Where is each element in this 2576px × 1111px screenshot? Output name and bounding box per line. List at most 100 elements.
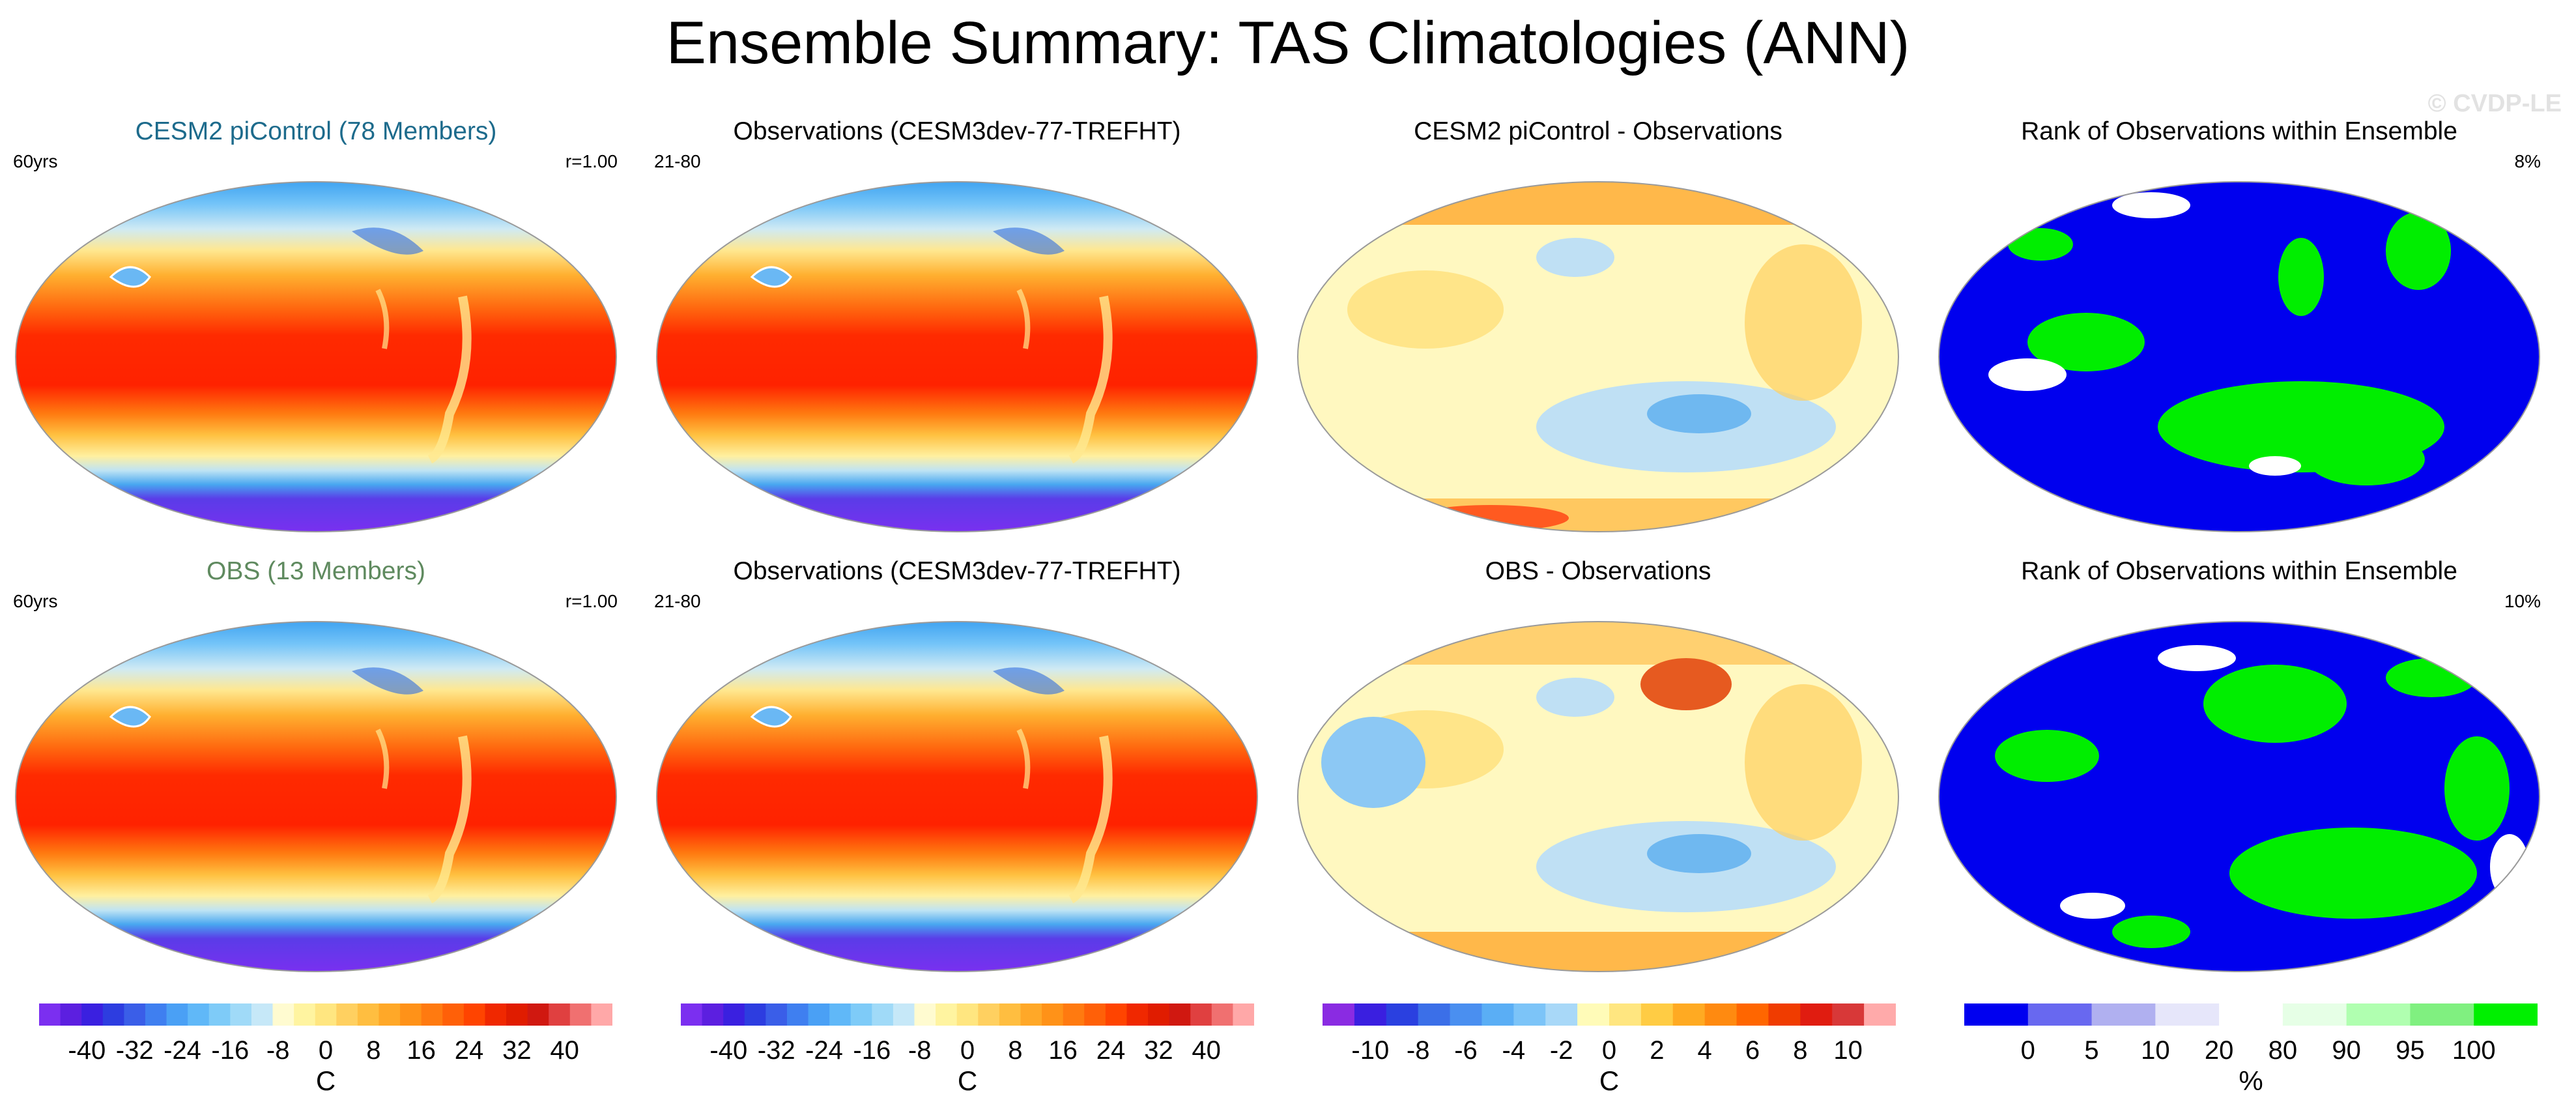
colorbar-swatch xyxy=(1020,1003,1042,1026)
colorbar-tick-label: 8 xyxy=(366,1036,380,1065)
map-panel-obs-difference: OBS - Observations xyxy=(1282,557,1914,974)
colorbar-swatch xyxy=(1418,1003,1451,1026)
colorbar-tick-label: 0 xyxy=(1602,1036,1616,1065)
colorbar-swatch xyxy=(723,1003,745,1026)
colorbar-swatch xyxy=(850,1003,872,1026)
panel-title: CESM2 piControl (78 Members) xyxy=(135,117,497,145)
colorbar-swatch xyxy=(485,1003,507,1026)
colorbar-swatch xyxy=(506,1003,528,1026)
panel-title: CESM2 piControl - Observations xyxy=(1414,117,1782,145)
colorbar-difference: -10 -8 -6 -4 -2 0 2 4 6 8 10 C xyxy=(1323,1003,1896,1111)
panel-right-label: 8% xyxy=(2514,151,2541,171)
colorbar-swatches: -40 -32 -24 -16 -8 0 8 16 24 32 40 xyxy=(681,1003,1254,1065)
map-panel-difference: CESM2 piControl - Observations xyxy=(1282,117,1914,534)
colorbar-swatch xyxy=(1481,1003,1514,1026)
colorbar-swatch xyxy=(1148,1003,1170,1026)
colorbar-swatch xyxy=(145,1003,167,1026)
colorbar-swatch xyxy=(1450,1003,1482,1026)
panel-left-label: 21-80 xyxy=(654,591,701,611)
colorbar-tick-label: -40 xyxy=(709,1036,747,1065)
colorbar-swatch xyxy=(1126,1003,1149,1026)
colorbar-swatch xyxy=(442,1003,465,1026)
colorbar-swatches: 0 5 10 20 80 90 95 100 xyxy=(1964,1003,2538,1065)
colorbar-temperature: -40 -32 -24 -16 -8 0 8 16 24 32 40 C xyxy=(39,1003,612,1111)
colorbar-tick-label: -16 xyxy=(211,1036,249,1065)
colorbar-tick-label: 8 xyxy=(1793,1036,1807,1065)
colorbar-swatch xyxy=(1545,1003,1578,1026)
colorbar-tick-label: 32 xyxy=(1144,1036,1173,1065)
global-map xyxy=(656,181,1258,532)
colorbar-swatch xyxy=(744,1003,766,1026)
colorbar-swatch xyxy=(2091,1003,2156,1026)
colorbar-swatch xyxy=(1800,1003,1833,1026)
colorbar-tick-label: 5 xyxy=(2084,1036,2098,1065)
colorbar-tick-label: -8 xyxy=(1407,1036,1430,1065)
colorbar-swatch xyxy=(999,1003,1021,1026)
colorbar-tick-label: -8 xyxy=(908,1036,932,1065)
colorbar-swatch xyxy=(1736,1003,1769,1026)
colorbar-swatch xyxy=(421,1003,443,1026)
colorbar-swatch xyxy=(230,1003,252,1026)
colorbar-tick-label: 6 xyxy=(1745,1036,1760,1065)
colorbar-swatch xyxy=(294,1003,316,1026)
colorbar-swatch xyxy=(872,1003,894,1026)
colorbar-tick-label: 24 xyxy=(1096,1036,1126,1065)
map-panel-cesm2-picontrol: CESM2 piControl (78 Members) 60yrs r=1.00 xyxy=(0,117,632,534)
colorbar-tick-label: -40 xyxy=(68,1036,106,1065)
colorbar-tick-label: 80 xyxy=(2268,1036,2298,1065)
colorbar-swatch xyxy=(102,1003,124,1026)
map-panel-observations-2: Observations (CESM3dev-77-TREFHT) 21-80 xyxy=(641,557,1273,974)
colorbar-swatch xyxy=(1323,1003,1355,1026)
colorbar-swatch xyxy=(2346,1003,2411,1026)
colorbar-tick-label: -6 xyxy=(1454,1036,1478,1065)
colorbar-swatch xyxy=(702,1003,724,1026)
colorbar-swatch xyxy=(379,1003,401,1026)
colorbar-tick-label: -4 xyxy=(1502,1036,1526,1065)
map-panel-observations: Observations (CESM3dev-77-TREFHT) 21-80 xyxy=(641,117,1273,534)
colorbar-tick-label: 2 xyxy=(1650,1036,1664,1065)
colorbar-tick-label: 10 xyxy=(2141,1036,2170,1065)
page-title: Ensemble Summary: TAS Climatologies (ANN… xyxy=(666,10,1910,76)
colorbar-swatch xyxy=(2282,1003,2347,1026)
colorbar-swatch xyxy=(786,1003,809,1026)
panel-left-label: 21-80 xyxy=(654,151,701,171)
map-panel-obs-ensemble: OBS (13 Members) 60yrs r=1.00 xyxy=(0,557,632,974)
global-map xyxy=(15,181,617,532)
colorbar-swatch xyxy=(1609,1003,1642,1026)
colorbar-swatch xyxy=(357,1003,379,1026)
panel-right-label: 10% xyxy=(2504,591,2541,611)
colorbar-tick-label: -2 xyxy=(1550,1036,1573,1065)
colorbar-tick-label: 95 xyxy=(2396,1036,2425,1065)
global-map xyxy=(15,621,617,972)
colorbar-swatch xyxy=(1864,1003,1896,1026)
colorbar-swatch xyxy=(336,1003,358,1026)
colorbar-tick-label: 40 xyxy=(550,1036,579,1065)
colorbar-swatch xyxy=(1063,1003,1085,1026)
colorbar-swatch xyxy=(2155,1003,2220,1026)
colorbar-tick-label: 40 xyxy=(1192,1036,1221,1065)
colorbar-swatch xyxy=(1672,1003,1706,1026)
panel-title: Rank of Observations within Ensemble xyxy=(2021,117,2457,145)
global-map xyxy=(1938,621,2540,972)
colorbar-swatch xyxy=(1169,1003,1191,1026)
colorbar-swatch xyxy=(829,1003,852,1026)
colorbar-tick-label: 100 xyxy=(2452,1036,2496,1065)
colorbar-tick-label: -16 xyxy=(853,1036,891,1065)
colorbar-swatch xyxy=(463,1003,485,1026)
colorbar-swatch xyxy=(914,1003,936,1026)
panel-title: Observations (CESM3dev-77-TREFHT) xyxy=(733,557,1181,585)
colorbar-rank: 0 5 10 20 80 90 95 100% xyxy=(1964,1003,2538,1111)
colorbar-tick-label: -32 xyxy=(116,1036,154,1065)
colorbar-swatch xyxy=(1640,1003,1674,1026)
colorbar-swatches: -10 -8 -6 -4 -2 0 2 4 6 8 10 xyxy=(1323,1003,1896,1065)
colorbar-tick-label: -8 xyxy=(266,1036,290,1065)
colorbar-swatch xyxy=(1042,1003,1064,1026)
panel-title: OBS (13 Members) xyxy=(207,557,425,585)
colorbar-tick-label: 0 xyxy=(960,1036,975,1065)
colorbar-swatch xyxy=(2027,1003,2093,1026)
colorbar-swatch xyxy=(2410,1003,2474,1026)
colorbar-swatch xyxy=(188,1003,210,1026)
colorbar-swatch xyxy=(1964,1003,2029,1026)
global-map xyxy=(656,621,1258,972)
colorbar-swatch xyxy=(569,1003,592,1026)
